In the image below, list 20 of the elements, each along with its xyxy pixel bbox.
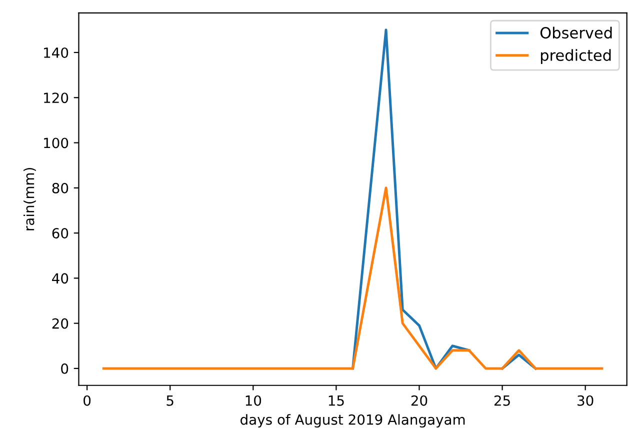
- y-tick-label: 100: [44, 138, 68, 148]
- legend-label: Observed: [540, 26, 612, 39]
- x-tick-label: 25: [494, 395, 510, 406]
- legend-label: predicted: [540, 49, 611, 64]
- x-axis-title: days of August 2019 Alangayam: [240, 414, 465, 428]
- x-tick-label: 20: [411, 395, 428, 406]
- y-tick-label: 0: [61, 363, 68, 374]
- y-tick-label: 80: [52, 182, 68, 194]
- y-tick-label: 40: [52, 273, 68, 284]
- line-series: [102, 186, 604, 370]
- x-tick-label: 15: [328, 396, 344, 406]
- y-tick-label: 120: [44, 92, 68, 104]
- x-tick-label: 30: [578, 395, 594, 406]
- x-tick-label: 5: [166, 396, 174, 406]
- y-axis-title: rain(mm): [24, 168, 36, 230]
- y-tick-label: 140: [44, 47, 68, 58]
- x-tick-label: 0: [84, 395, 91, 406]
- y-tick-label: 20: [52, 318, 68, 329]
- x-tick-label: 10: [246, 395, 262, 406]
- y-tick-label: 60: [52, 228, 68, 239]
